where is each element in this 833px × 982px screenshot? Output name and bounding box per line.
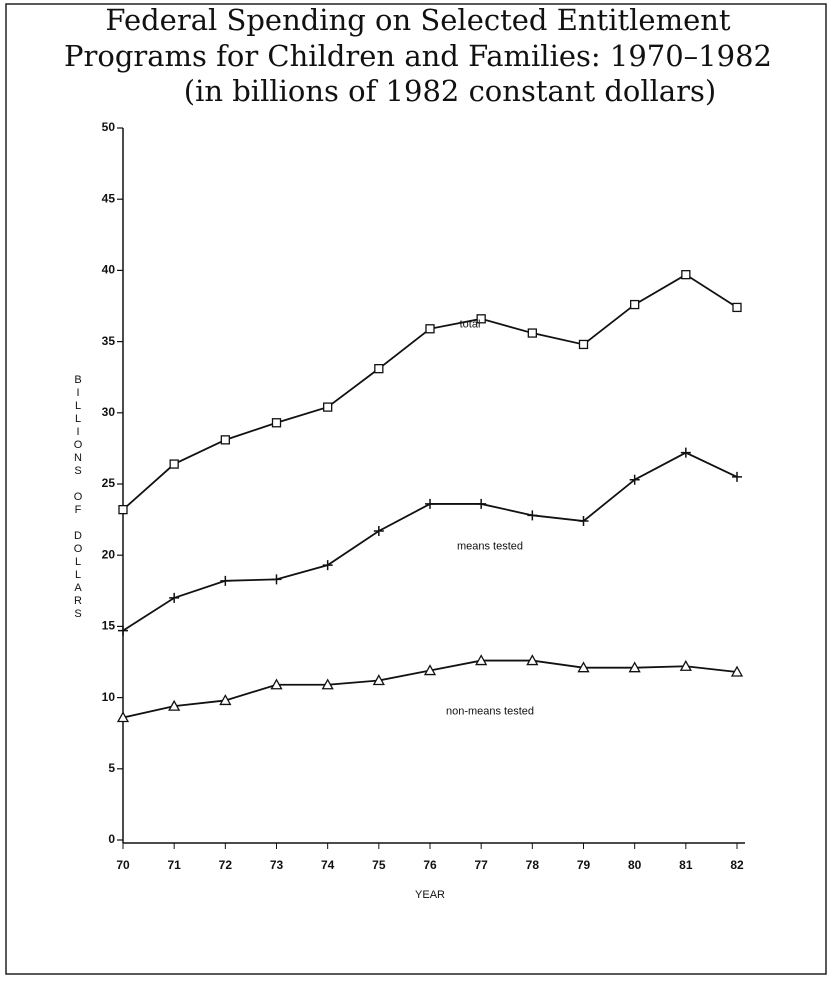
y-tick-label: 45 <box>102 191 116 205</box>
marker <box>578 339 589 350</box>
marker <box>680 447 691 458</box>
marker <box>220 435 230 445</box>
marker <box>577 661 590 673</box>
marker <box>526 654 539 666</box>
series-label: non-means tested <box>446 706 534 718</box>
marker <box>219 694 232 706</box>
marker <box>323 402 333 412</box>
marker <box>679 659 692 671</box>
marker <box>423 664 437 676</box>
marker <box>730 665 744 677</box>
marker <box>681 270 691 280</box>
marker <box>425 498 435 509</box>
y-tick-label: 5 <box>108 761 115 775</box>
marker <box>271 574 282 585</box>
x-axis-label: YEAR <box>415 889 445 901</box>
marker <box>118 625 128 636</box>
x-tick-label: 82 <box>730 858 744 872</box>
marker <box>630 299 640 310</box>
y-tick-label: 25 <box>102 476 116 490</box>
marker <box>578 516 589 527</box>
marker <box>527 328 537 338</box>
marker <box>732 302 742 313</box>
y-tick-label: 50 <box>102 120 116 134</box>
x-tick-label: 80 <box>628 858 642 872</box>
frame <box>5 3 827 975</box>
marker <box>116 711 130 723</box>
y-tick-label: 20 <box>102 547 116 561</box>
marker <box>374 364 384 374</box>
series-label: total <box>460 318 481 330</box>
marker <box>118 504 128 515</box>
x-tick-label: 78 <box>526 858 540 872</box>
marker <box>425 324 435 334</box>
marker <box>475 654 488 666</box>
marker <box>527 510 538 521</box>
series-line <box>122 451 738 632</box>
y-tick-label: 40 <box>102 263 116 277</box>
marker <box>476 314 486 324</box>
marker <box>628 661 641 673</box>
marker <box>629 474 640 485</box>
marker <box>372 674 385 686</box>
chart-title: Programs for Children and Families: 1970… <box>64 39 772 73</box>
marker <box>169 459 179 469</box>
marker <box>168 699 181 711</box>
x-tick-label: 81 <box>679 858 693 872</box>
y-tick-label: 35 <box>102 334 116 348</box>
x-tick-label: 76 <box>423 858 437 872</box>
x-tick-label: 72 <box>219 858 233 872</box>
marker <box>270 678 283 690</box>
x-tick-label: 77 <box>474 858 488 872</box>
series-label: means tested <box>457 541 523 553</box>
marker <box>220 575 231 586</box>
x-tick-label: 74 <box>321 858 335 872</box>
y-tick-label: 15 <box>102 619 116 633</box>
x-tick-label: 75 <box>372 858 386 872</box>
chart-title: Federal Spending on Selected Entitlement <box>105 3 731 37</box>
y-tick-label: 10 <box>102 690 116 704</box>
chart-title: (in billions of 1982 constant dollars) <box>184 74 717 108</box>
x-tick-label: 73 <box>270 858 284 872</box>
marker <box>322 560 333 571</box>
y-tick-label: 0 <box>108 832 115 846</box>
x-tick-label: 70 <box>116 858 130 872</box>
marker <box>732 471 742 482</box>
y-tick-label: 30 <box>102 405 116 419</box>
x-tick-label: 79 <box>577 858 591 872</box>
marker <box>373 525 384 536</box>
marker <box>476 498 487 509</box>
marker <box>321 678 334 690</box>
marker <box>169 592 180 603</box>
marker <box>271 418 282 428</box>
x-tick-label: 71 <box>167 858 181 872</box>
